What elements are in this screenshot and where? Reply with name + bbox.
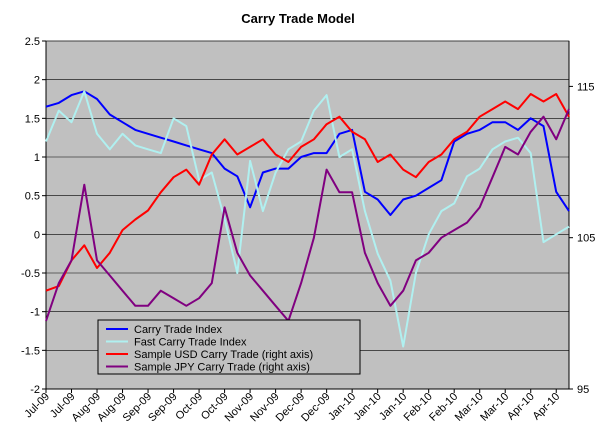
legend-label: Carry Trade Index (134, 324, 223, 336)
x-tick-label: Apr-10 (531, 391, 563, 423)
series-line-carry-trade-index (45, 90, 570, 216)
y-axis-right: 115 105 95 (568, 41, 595, 396)
x-tick-label: Apr-10 (505, 391, 537, 423)
y-tick-label: 2.5 (25, 36, 40, 48)
series-lines (45, 90, 570, 348)
y-axis-left: 2.5 2 1.5 1 0.5 0 -0.5 -1 -1.5 -2 (21, 36, 47, 396)
y-tick-label: -1.5 (21, 345, 40, 357)
x-tick-label: Jan-10 (352, 391, 384, 423)
x-axis: Jul-09Jul-09Aug-09Aug-09Sep-09Sep-09Oct-… (22, 388, 569, 425)
x-tick-label: Jan-10 (326, 391, 358, 423)
y2-tick-label: 95 (577, 384, 589, 396)
y-tick-label: 1 (34, 152, 40, 164)
series-line-jpy-carry (45, 108, 570, 322)
y-tick-label: -1 (30, 307, 40, 319)
y-tick-label: 1.5 (25, 113, 40, 125)
y-tick-label: 2 (34, 75, 40, 87)
chart-title: Carry Trade Model (241, 11, 354, 26)
series-line-usd-carry (45, 93, 570, 292)
legend-label: Sample JPY Carry Trade (right axis) (134, 362, 310, 374)
series-line-fast-carry-trade-index (45, 90, 570, 348)
legend-box (97, 319, 361, 375)
x-tick-label: Oct-09 (173, 391, 205, 423)
x-tick-label: Mar-10 (478, 391, 511, 424)
y2-tick-label: 105 (577, 233, 595, 245)
y2-tick-label: 115 (577, 81, 595, 93)
y-tick-label: -0.5 (21, 268, 40, 280)
y-tick-label: -2 (30, 384, 40, 396)
legend-label: Fast Carry Trade Index (134, 337, 247, 349)
y-tick-label: 0 (34, 229, 40, 241)
legend-label: Sample USD Carry Trade (right axis) (134, 349, 313, 361)
y-tick-label: 0.5 (25, 191, 40, 203)
x-tick-label: Dec-09 (299, 391, 333, 425)
x-tick-label: Sep-09 (146, 391, 180, 425)
